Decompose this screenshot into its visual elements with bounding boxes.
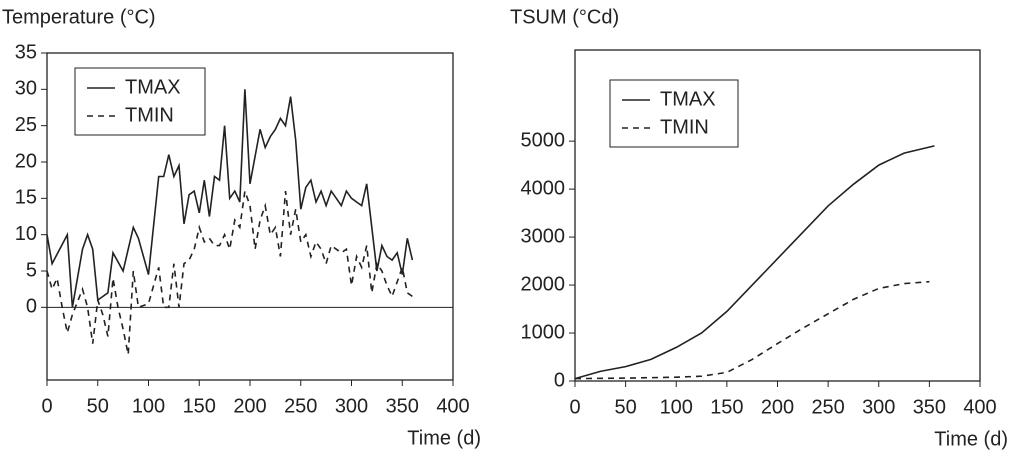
legend-label: TMAX [125,76,181,98]
series-line [574,145,935,380]
y-tick-label: 0 [554,369,565,391]
x-tick-label: 200 [761,396,794,418]
x-tick-label: 300 [335,395,368,417]
x-tick-label: 50 [87,395,109,417]
y-tick-label: 5 [26,259,37,281]
x-tick-label: 250 [284,395,317,417]
x-tick-label: 250 [811,396,844,418]
x-tick-label: 100 [132,395,165,417]
y-tick-label: 0 [26,296,37,318]
y-tick-label: 4000 [521,177,566,199]
y-tick-label: 35 [15,41,37,63]
legend-box [74,67,206,136]
x-tick-label: 150 [183,395,216,417]
x-tick-label: 50 [615,396,637,418]
y-tick-label: 5000 [521,129,566,151]
x-tick-label: 350 [913,396,946,418]
x-tick-label: 100 [660,396,693,418]
series-line [574,280,930,380]
x-tick-label: 0 [569,396,580,418]
legend-label: TMIN [125,104,174,126]
y-tick-label: 25 [15,114,37,136]
x-tick-label: 400 [963,396,996,418]
chart-title: TSUM (°Cd) [510,6,619,28]
x-tick-label: 400 [436,395,469,417]
x-tick-label: 200 [233,395,266,417]
x-tick-label: 0 [41,395,52,417]
x-tick-label: 350 [386,395,419,417]
y-tick-label: 15 [15,187,37,209]
x-axis-label: Time (d) [934,428,1008,450]
x-tick-label: 150 [710,396,743,418]
series-line [46,89,414,308]
legend-box [609,79,739,148]
series-line [46,190,413,355]
legend-label: TMAX [660,88,716,110]
y-tick-label: 20 [15,150,37,172]
y-tick-label: 30 [15,78,37,100]
y-tick-label: 1000 [521,321,566,343]
legend-label: TMIN [660,116,709,138]
y-tick-label: 2000 [521,273,566,295]
x-axis-label: Time (d) [407,427,481,449]
x-tick-label: 300 [862,396,895,418]
chart-title: Temperature (°C) [2,6,156,28]
y-tick-label: 3000 [521,225,566,247]
y-tick-label: 10 [15,223,37,245]
